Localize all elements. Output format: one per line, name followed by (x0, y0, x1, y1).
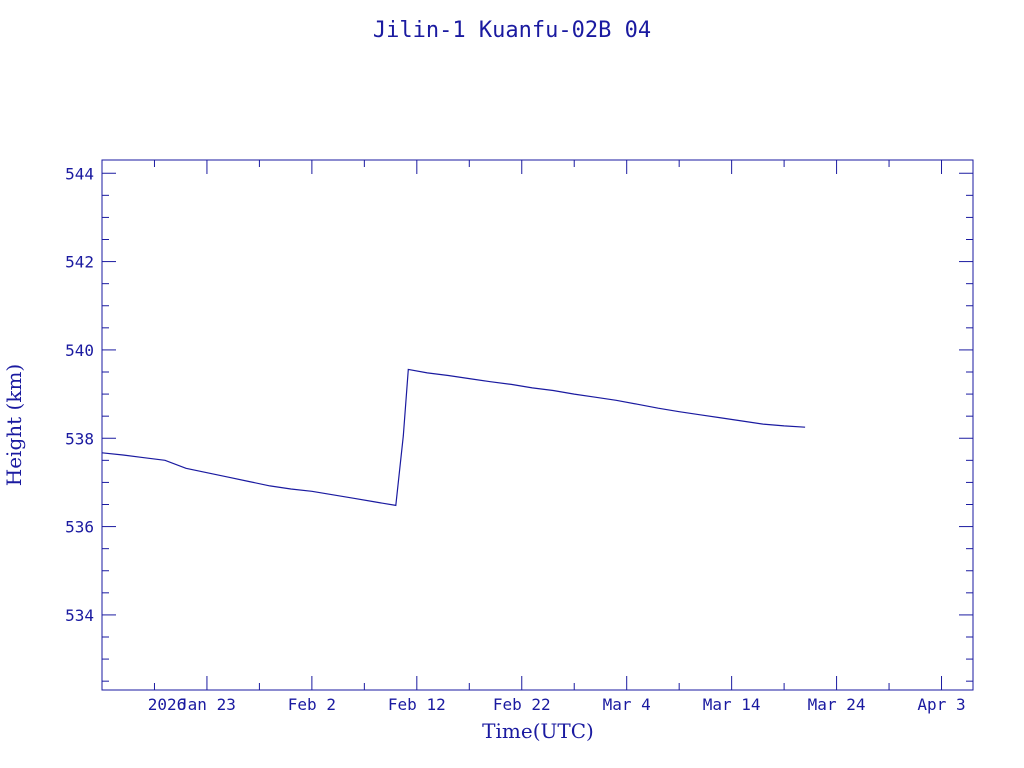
x-tick-label: Apr 3 (917, 695, 965, 714)
y-tick-label: 538 (65, 429, 94, 448)
x-tick-label: Mar 14 (703, 695, 761, 714)
x-tick-label: Jan 23 (178, 695, 236, 714)
x-start-year-label: 2026 (148, 695, 187, 714)
y-tick-label: 534 (65, 606, 94, 625)
y-tick-label: 540 (65, 341, 94, 360)
y-tick-label: 536 (65, 518, 94, 537)
chart-title: Jilin-1 Kuanfu-02B 04 (373, 18, 651, 43)
axis-ticks (101, 160, 973, 690)
x-tick-label: Mar 4 (603, 695, 651, 714)
x-tick-label: Feb 22 (493, 695, 551, 714)
y-axis-label: Height (km) (2, 364, 26, 486)
y-tick-label: 542 (65, 253, 94, 272)
x-tick-label: Mar 24 (808, 695, 866, 714)
tick-labels: 534 536 538 540 542 544 Jan 23 Feb 2 Feb 12 Feb 2… (65, 164, 966, 714)
y-tick-label: 544 (65, 164, 94, 183)
series-line-height (101, 368, 806, 507)
x-tick-label: Feb 12 (388, 695, 446, 714)
x-axis-label: Time(UTC) (482, 719, 594, 743)
x-tick-label: Feb 2 (288, 695, 336, 714)
plot-frame (101, 159, 974, 691)
